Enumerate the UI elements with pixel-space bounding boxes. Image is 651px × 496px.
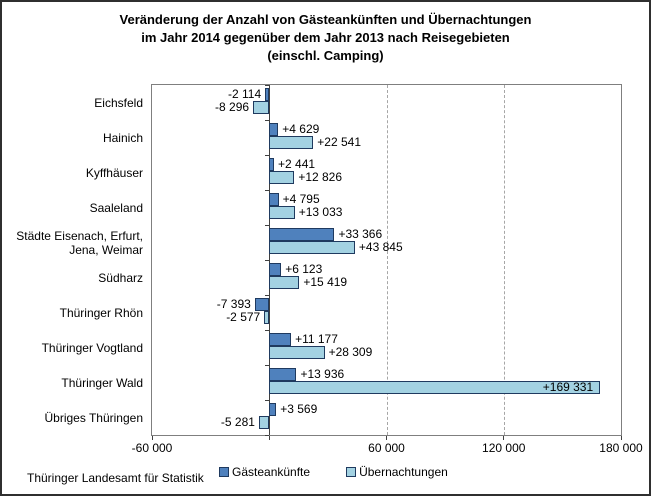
legend-label-uebernachtungen: Übernachtungen — [359, 465, 448, 479]
bar-uebernachtungen-1 — [269, 136, 314, 149]
category-boundary-tick — [264, 85, 269, 86]
bar-gaesteankuenfte-4 — [269, 228, 335, 241]
category-boundary-tick — [264, 330, 269, 331]
legend-marker-gaesteankuenfte — [219, 467, 229, 477]
x-axis-tick — [268, 436, 270, 440]
zero-axis-line — [268, 85, 270, 435]
category-boundary-tick — [264, 155, 269, 156]
x-axis-tick — [151, 436, 153, 440]
bar-uebernachtungen-9 — [258, 416, 270, 429]
bar-uebernachtungen-6 — [264, 311, 270, 324]
bar-gaesteankuenfte-8 — [269, 368, 297, 381]
bar-value-label: +169 331 — [542, 380, 594, 394]
bar-value-label: -7 393 — [216, 297, 251, 311]
chart-title-line-2: im Jahr 2014 gegenüber dem Jahr 2013 nac… — [141, 30, 510, 45]
bar-uebernachtungen-0 — [253, 101, 270, 114]
x-axis-tick — [386, 436, 387, 440]
bar-value-label: +2 441 — [278, 157, 316, 171]
category-label-6: Thüringer Rhön — [59, 305, 143, 320]
category-boundary-tick — [264, 295, 269, 296]
category-axis-labels: Eichsfeld Hainich Kyffhäuser Saaleland Städt… — [2, 85, 146, 435]
bar-value-label: +3 569 — [280, 402, 318, 416]
category-label-7: Thüringer Vogtland — [41, 340, 143, 355]
bar-gaesteankuenfte-1 — [269, 123, 279, 136]
bar-value-label: -8 296 — [215, 100, 250, 114]
gridline-60000 — [386, 85, 388, 435]
category-boundary-tick — [264, 260, 269, 261]
bar-value-label: +33 366 — [338, 227, 383, 241]
bar-value-label: +15 419 — [303, 275, 348, 289]
category-label-5: Südharz — [98, 270, 143, 285]
bar-gaesteankuenfte-5 — [269, 263, 282, 276]
legend-item-gaesteankuenfte: Gästeankünfte — [219, 465, 310, 479]
bar-value-label: +4 629 — [282, 122, 320, 136]
chart-title-line-1: Veränderung der Anzahl von Gästeankünfte… — [119, 12, 532, 27]
category-boundary-tick — [264, 120, 269, 121]
category-label-0: Eichsfeld — [94, 95, 143, 110]
bar-uebernachtungen-7 — [269, 346, 325, 359]
bar-value-label: +22 541 — [317, 135, 362, 149]
category-boundary-tick — [264, 400, 269, 401]
bar-uebernachtungen-3 — [269, 206, 295, 219]
bar-value-label: +4 795 — [282, 192, 320, 206]
source-attribution: Thüringer Landesamt für Statistik — [27, 471, 204, 485]
bar-value-label: +6 123 — [285, 262, 323, 276]
x-axis-tick-label: -60 000 — [131, 441, 173, 455]
x-axis-tick-label: 120 000 — [482, 441, 526, 455]
category-label-3: Saaleland — [89, 200, 143, 215]
bar-value-label: +13 936 — [300, 367, 345, 381]
category-boundary-tick — [264, 365, 269, 366]
bar-gaesteankuenfte-9 — [269, 403, 277, 416]
bar-gaesteankuenfte-0 — [265, 88, 270, 101]
bar-value-label: -2 114 — [227, 87, 262, 101]
plot-inner: -2 114 +4 629 +2 441 +4 795 +33 366 +6 123 -7 … — [152, 85, 621, 436]
bar-gaesteankuenfte-6 — [254, 298, 270, 311]
bar-value-label: +28 309 — [328, 345, 373, 359]
legend: Gästeankünfte Übernachtungen — [219, 465, 448, 479]
bar-uebernachtungen-2 — [269, 171, 295, 184]
bar-gaesteankuenfte-2 — [269, 158, 275, 171]
bar-uebernachtungen-8 — [269, 381, 601, 394]
category-label-2: Kyffhäuser — [85, 165, 143, 180]
category-label-8: Thüringer Wald — [61, 375, 143, 390]
bar-gaesteankuenfte-7 — [269, 333, 292, 346]
bar-value-label: +12 826 — [298, 170, 343, 184]
category-boundary-tick — [264, 435, 269, 436]
bar-value-label: -5 281 — [220, 415, 255, 429]
category-boundary-tick — [264, 190, 269, 191]
x-axis-tick — [620, 436, 622, 440]
legend-marker-uebernachtungen — [346, 467, 357, 477]
category-label-1: Hainich — [102, 130, 143, 145]
gridline-120000 — [503, 85, 505, 435]
x-axis-tick — [503, 436, 505, 440]
bar-value-label: -2 577 — [226, 310, 261, 324]
x-axis-tick-label: 60 000 — [368, 441, 405, 455]
bar-gaesteankuenfte-3 — [269, 193, 279, 206]
bar-value-label: +13 033 — [298, 205, 343, 219]
category-label-4: Städte Eisenach, Erfurt, Jena, Weimar — [16, 228, 143, 257]
x-axis-tick-label: 180 000 — [599, 441, 643, 455]
bar-uebernachtungen-4 — [269, 241, 355, 254]
category-boundary-tick — [264, 225, 269, 226]
chart-title-line-3: (einschl. Camping) — [267, 48, 384, 63]
bar-value-label: +43 845 — [358, 240, 403, 254]
legend-label-gaesteankuenfte: Gästeankünfte — [232, 465, 311, 479]
legend-item-uebernachtungen: Übernachtungen — [346, 465, 448, 479]
plot-area: -2 114 +4 629 +2 441 +4 795 +33 366 +6 123 -7 … — [151, 84, 622, 436]
bar-uebernachtungen-5 — [269, 276, 300, 289]
bar-value-label: +11 177 — [295, 332, 338, 346]
chart-title: Veränderung der Anzahl von Gästeankünfte… — [2, 11, 649, 65]
category-label-9: Übriges Thüringen — [44, 410, 143, 425]
